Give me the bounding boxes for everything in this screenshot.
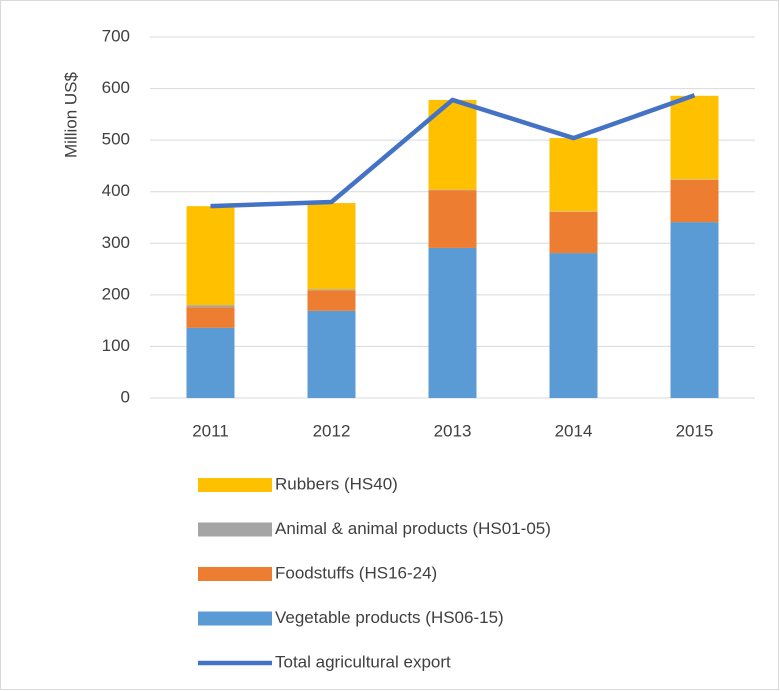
bar-segment: [428, 190, 477, 248]
bar-segment: [670, 179, 719, 223]
x-tick-label: 2012: [313, 421, 351, 440]
x-tick-label: 2014: [555, 421, 593, 440]
bar-segment: [549, 253, 598, 398]
y-tick-label: 500: [102, 130, 130, 149]
bar-segment: [549, 138, 598, 212]
bar-segment: [307, 310, 356, 398]
bar-segment: [549, 211, 598, 212]
legend-swatch: [198, 522, 272, 537]
y-tick-label: 400: [102, 181, 130, 200]
bar-segment: [186, 307, 235, 328]
legend-label: Animal & animal products (HS01-05): [275, 519, 551, 538]
bar-segment: [428, 247, 477, 398]
bar-segment: [670, 222, 719, 398]
bar-segment: [549, 211, 598, 254]
legend-label: Rubbers (HS40): [275, 474, 398, 493]
x-tick-label: 2013: [434, 421, 472, 440]
bar-segment: [307, 203, 356, 290]
y-tick-label: 200: [102, 284, 130, 303]
legend-label: Foodstuffs (HS16-24): [275, 563, 437, 582]
bar-segment: [307, 290, 356, 311]
y-tick-label: 300: [102, 233, 130, 252]
y-tick-label: 100: [102, 336, 130, 355]
bar-segment: [428, 189, 477, 191]
bar-segment: [307, 289, 356, 291]
legend-swatch: [198, 567, 272, 581]
legend-swatch: [198, 478, 272, 492]
legend-swatch: [198, 611, 272, 626]
total-line: [210, 93, 696, 209]
legend-label: Total agricultural export: [275, 652, 451, 671]
bar-segment: [186, 305, 235, 308]
x-tick-label: 2015: [676, 421, 714, 440]
y-axis-label: Million US$: [61, 71, 80, 158]
x-tick-label: 2011: [192, 421, 229, 440]
bar-segment: [670, 95, 719, 180]
bar-segment: [186, 327, 235, 398]
y-tick-label: 600: [102, 78, 130, 97]
y-tick-label: 700: [102, 26, 130, 45]
legend-label: Vegetable products (HS06-15): [275, 608, 504, 627]
bar-segment: [670, 179, 719, 180]
y-tick-label: 0: [121, 387, 130, 406]
bar-segment: [186, 206, 235, 306]
